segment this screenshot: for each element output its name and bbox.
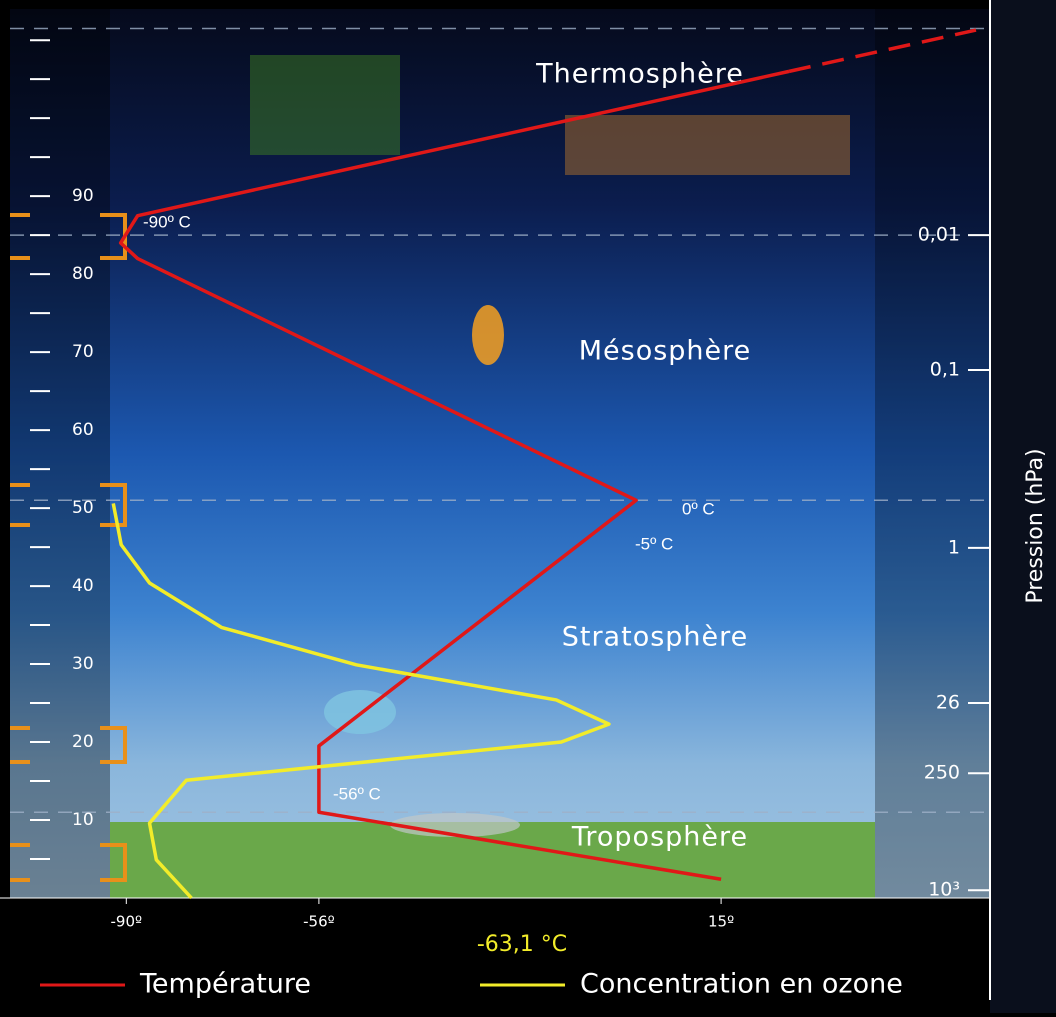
x-tick-label: 15º — [708, 913, 734, 931]
y-tick-label: 10 — [72, 810, 94, 830]
y-tick-label: 70 — [72, 342, 94, 362]
readout: -63,1 °C — [477, 932, 567, 957]
y-tick-label: 60 — [72, 420, 94, 440]
x-tick-label: -56º — [303, 913, 335, 931]
y2-tick-label: 250 — [924, 762, 960, 784]
left-shade — [10, 9, 110, 898]
annotation: 0º C — [682, 499, 715, 518]
layer-label: Mésosphère — [579, 336, 752, 367]
y-tick-label: 40 — [72, 576, 94, 596]
meteor — [472, 305, 504, 365]
y2-axis-title: Pression (hPa) — [1023, 448, 1048, 603]
y-tick-label: 80 — [72, 264, 94, 284]
annotation: -90º C — [143, 212, 191, 231]
legend-label: Température — [139, 969, 311, 1000]
y-tick-label: 30 — [72, 654, 94, 674]
annotation: -56º C — [333, 784, 381, 803]
y2-tick-label: 26 — [936, 692, 960, 714]
layer-label: Thermosphère — [535, 59, 744, 90]
y-tick-label: 20 — [72, 732, 94, 752]
aurora — [250, 55, 400, 155]
y-tick-label: 50 — [72, 498, 94, 518]
layer-label: Troposphère — [571, 822, 748, 853]
y2-tick-label: 0,1 — [930, 359, 960, 381]
y2-tick-label: 0,01 — [918, 224, 960, 246]
x-tick-label: -90º — [111, 913, 143, 931]
y2-tick-label: 10³ — [928, 879, 960, 901]
aurora — [565, 115, 850, 175]
y-tick-label: 90 — [72, 186, 94, 206]
layer-label: Stratosphère — [562, 622, 749, 653]
annotation: -5º C — [635, 534, 673, 553]
y2-tick-label: 1 — [948, 536, 960, 558]
legend-label: Concentration en ozone — [580, 969, 903, 1000]
chart: Thermosphère Mésosphère Stratosphère Tro… — [0, 0, 1056, 1013]
